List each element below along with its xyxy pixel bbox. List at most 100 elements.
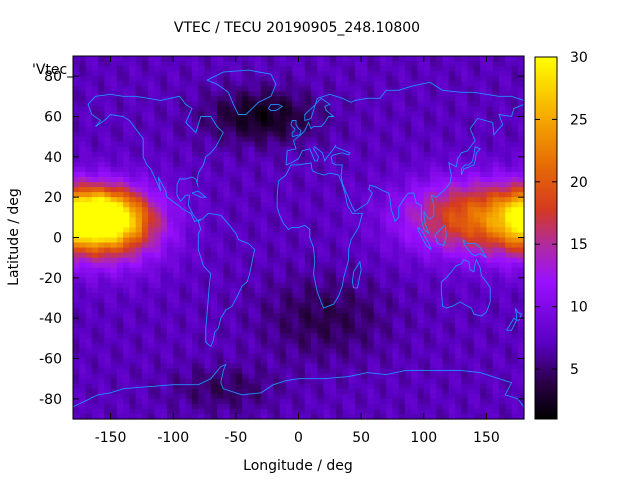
heatmap-cell <box>248 171 256 178</box>
heatmap-cell <box>148 378 156 385</box>
heatmap-cell <box>436 131 444 138</box>
heatmap-cell <box>129 66 137 72</box>
heatmap-cell <box>198 217 206 223</box>
heatmap-cell <box>110 182 118 188</box>
heatmap-cell <box>367 287 375 294</box>
heatmap-cell <box>260 131 268 138</box>
heatmap-cell <box>298 131 306 138</box>
heatmap-cell <box>492 328 500 334</box>
heatmap-cell <box>386 197 394 203</box>
heatmap-cell <box>379 166 387 173</box>
heatmap-cell <box>229 86 237 92</box>
heatmap-cell <box>254 308 262 314</box>
heatmap-cell <box>267 282 275 289</box>
heatmap-cell <box>348 398 356 405</box>
heatmap-cell <box>379 177 387 183</box>
heatmap-cell <box>279 202 287 208</box>
heatmap-cell <box>311 121 318 128</box>
heatmap-cell <box>398 308 406 314</box>
heatmap-cell <box>323 287 331 294</box>
heatmap-cell <box>267 398 275 405</box>
heatmap-cell <box>442 252 450 259</box>
heatmap-cell <box>185 131 193 138</box>
heatmap-cell <box>448 81 456 87</box>
heatmap-cell <box>254 76 262 82</box>
heatmap-cell <box>480 398 488 405</box>
heatmap-cell <box>505 333 513 339</box>
heatmap-cell <box>498 101 506 108</box>
heatmap-cell <box>467 393 475 400</box>
heatmap-cell <box>348 338 356 344</box>
heatmap-cell <box>323 166 331 173</box>
heatmap-cell <box>260 247 268 254</box>
heatmap-cell <box>166 96 174 102</box>
heatmap-cell <box>367 131 375 138</box>
heatmap-cell <box>141 388 149 395</box>
heatmap-cell <box>455 96 462 102</box>
heatmap-cell <box>260 81 268 87</box>
heatmap-cell <box>173 343 181 350</box>
heatmap-cell <box>404 257 412 264</box>
heatmap-cell <box>242 318 249 324</box>
heatmap-cell <box>160 61 168 67</box>
heatmap-cell <box>348 272 356 279</box>
heatmap-cell <box>461 182 469 188</box>
heatmap-cell <box>148 222 156 229</box>
heatmap-cell <box>254 298 262 304</box>
heatmap-cell <box>135 403 143 410</box>
heatmap-cell <box>91 363 99 370</box>
heatmap-cell <box>436 222 444 229</box>
heatmap-cell <box>329 202 337 208</box>
heatmap-cell <box>116 358 124 365</box>
heatmap-cell <box>473 222 481 229</box>
heatmap-cell <box>229 81 237 87</box>
heatmap-cell <box>73 308 80 314</box>
heatmap-cell <box>467 86 475 92</box>
heatmap-cell <box>135 187 143 193</box>
heatmap-cell <box>235 96 243 102</box>
heatmap-cell <box>292 192 300 198</box>
heatmap-cell <box>179 207 187 213</box>
heatmap-cell <box>154 328 162 334</box>
heatmap-cell <box>361 257 368 264</box>
heatmap-cell <box>411 298 419 304</box>
heatmap-cell <box>511 262 519 269</box>
heatmap-cell <box>248 141 256 148</box>
heatmap-cell <box>480 393 488 400</box>
heatmap-cell <box>185 363 193 370</box>
heatmap-cell <box>448 96 456 102</box>
heatmap-cell <box>367 328 375 334</box>
heatmap-cell <box>85 187 93 193</box>
heatmap-cell <box>179 146 187 153</box>
heatmap-cell <box>116 272 124 279</box>
heatmap-cell <box>304 323 312 329</box>
heatmap-cell <box>492 197 500 203</box>
heatmap-cell <box>173 151 181 158</box>
heatmap-cell <box>148 86 156 92</box>
heatmap-cell <box>311 242 318 249</box>
heatmap-cell <box>267 86 275 92</box>
heatmap-cell <box>273 182 281 188</box>
heatmap-cell <box>273 116 281 123</box>
heatmap-cell <box>423 282 431 289</box>
heatmap-cell <box>404 267 412 274</box>
heatmap-cell <box>448 111 456 118</box>
heatmap-cell <box>110 267 118 274</box>
heatmap-cell <box>285 106 293 113</box>
heatmap-cell <box>116 111 124 118</box>
heatmap-cell <box>179 182 187 188</box>
heatmap-cell <box>467 121 475 128</box>
heatmap-cell <box>116 156 124 163</box>
heatmap-cell <box>461 177 469 183</box>
heatmap-cell <box>273 343 281 350</box>
heatmap-cell <box>367 373 375 380</box>
heatmap-cell <box>517 262 525 269</box>
heatmap-cell <box>354 76 362 82</box>
heatmap-cell <box>141 217 149 223</box>
heatmap-cell <box>166 272 174 279</box>
heatmap-cell <box>192 393 199 400</box>
heatmap-cell <box>148 333 156 339</box>
heatmap-cell <box>498 96 506 102</box>
heatmap-cell <box>98 56 105 62</box>
heatmap-cell <box>354 237 362 244</box>
